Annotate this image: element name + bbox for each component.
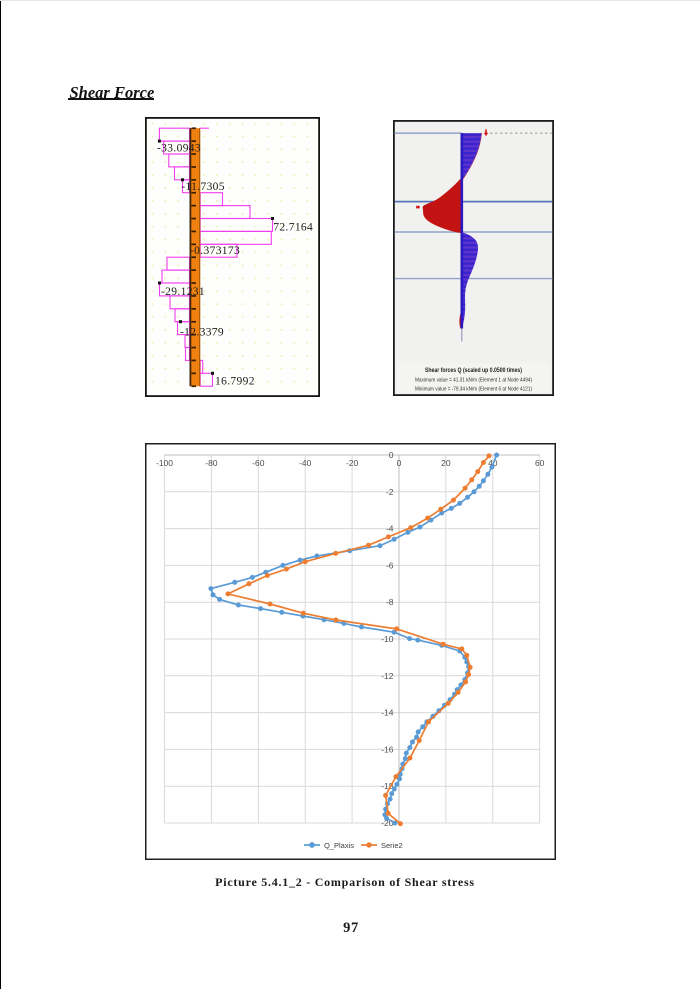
svg-text:-10: -10 — [381, 634, 394, 644]
svg-text:-100: -100 — [156, 458, 173, 468]
svg-text:-80: -80 — [205, 458, 218, 468]
svg-text:-18: -18 — [381, 781, 394, 791]
svg-text:-14: -14 — [381, 708, 394, 718]
svg-text:0: 0 — [397, 458, 402, 468]
svg-text:72.7164: 72.7164 — [273, 221, 313, 233]
svg-text:Maximum value = 41.31 kN/m (El: Maximum value = 41.31 kN/m (Element 1 at… — [415, 378, 532, 384]
svg-text:-16: -16 — [381, 744, 394, 754]
svg-text:-12.3379: -12.3379 — [180, 326, 224, 338]
svg-text:Minimum value = -79.34 kN/m (E: Minimum value = -79.34 kN/m (Element 6 a… — [415, 387, 532, 393]
svg-text:-8: -8 — [386, 597, 394, 607]
svg-text:-2: -2 — [386, 487, 394, 497]
svg-text:-6: -6 — [386, 560, 394, 570]
svg-text:-12: -12 — [381, 671, 394, 681]
svg-text:Q_Plaxis: Q_Plaxis — [324, 841, 354, 850]
svg-text:-20: -20 — [381, 818, 394, 828]
svg-text:-33.0943: -33.0943 — [157, 142, 201, 154]
svg-text:60: 60 — [535, 458, 545, 468]
svg-text:-40: -40 — [299, 458, 312, 468]
svg-text:-11.7305: -11.7305 — [181, 181, 225, 193]
svg-text:-29.1231: -29.1231 — [161, 286, 205, 298]
svg-text:Serie2: Serie2 — [381, 841, 403, 850]
svg-text:-60: -60 — [252, 458, 265, 468]
svg-text:20: 20 — [441, 458, 451, 468]
svg-text:0: 0 — [389, 450, 394, 460]
svg-text:Shear forces Q (scaled up 0.05: Shear forces Q (scaled up 0.0500 times) — [425, 367, 522, 374]
svg-text:-0.373173: -0.373173 — [190, 245, 240, 257]
svg-text:-20: -20 — [346, 458, 359, 468]
svg-text:16.7992: 16.7992 — [215, 375, 255, 387]
svg-text:-4: -4 — [386, 524, 394, 534]
